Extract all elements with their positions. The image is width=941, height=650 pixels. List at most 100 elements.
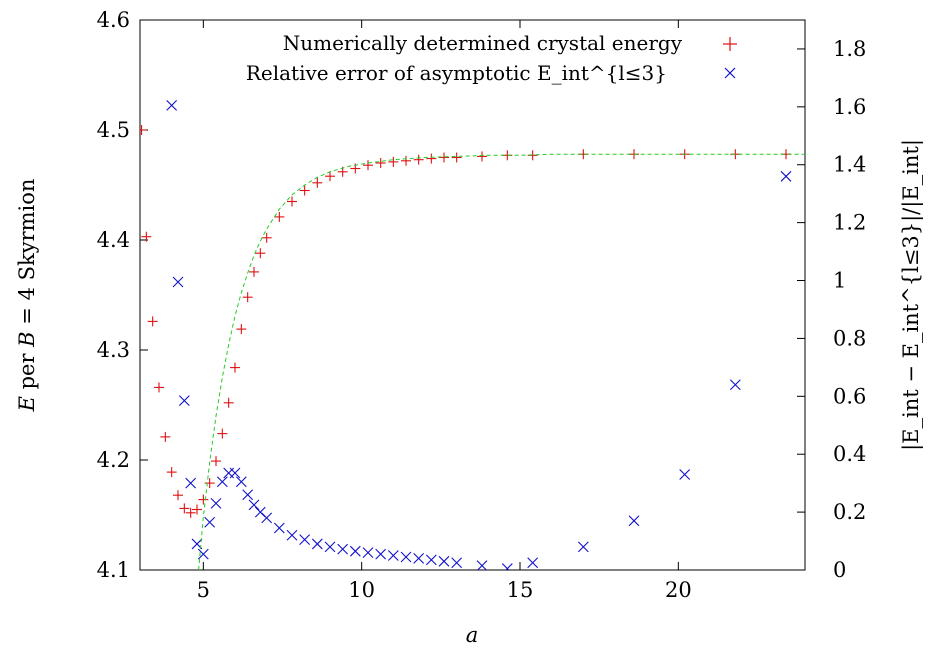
energy-point bbox=[439, 152, 449, 163]
y-axis-label-right: |E_int − E_int^{l≤3}|/|E_int| bbox=[899, 139, 924, 451]
y-left-label-tail: = 4 Skyrmion bbox=[15, 179, 39, 332]
energy-point bbox=[261, 232, 272, 243]
energy-point bbox=[249, 266, 259, 277]
error-point bbox=[349, 545, 361, 557]
legend: Numerically determined crystal energy Re… bbox=[246, 31, 737, 85]
error-point bbox=[577, 541, 589, 553]
energy-point bbox=[413, 154, 424, 165]
y-right-tick-label: 0.8 bbox=[833, 326, 866, 350]
error-point bbox=[729, 379, 741, 391]
error-point bbox=[311, 538, 323, 550]
y-left-tick-label: 4.3 bbox=[97, 338, 130, 362]
y-left-label-e: E bbox=[15, 396, 39, 412]
x-tick-label: 10 bbox=[348, 578, 375, 602]
energy-point bbox=[154, 382, 164, 393]
axis-ticks: 5 10 15 20 4.1 4.2 4.3 4.4 4.5 4.6 0 0.2 0.4 0.6 0.8 1 1… bbox=[97, 8, 867, 602]
plot-frame bbox=[139, 19, 806, 571]
error-point bbox=[273, 522, 285, 534]
energy-point bbox=[325, 171, 335, 182]
error-point bbox=[438, 555, 450, 567]
energy-point bbox=[363, 160, 373, 171]
y-right-tick-label: 1 bbox=[833, 269, 846, 293]
energy-point bbox=[236, 324, 247, 335]
energy-point bbox=[287, 196, 297, 207]
error-point bbox=[172, 276, 184, 288]
y-left-tick-label: 4.1 bbox=[97, 558, 130, 582]
error-point bbox=[413, 553, 425, 564]
error-point bbox=[229, 467, 241, 479]
y-left-tick-label: 4.4 bbox=[97, 228, 130, 252]
y-right-tick-label: 1.8 bbox=[833, 37, 866, 61]
error-point bbox=[501, 563, 513, 570]
error-point bbox=[324, 541, 336, 553]
legend-marker-relative-error bbox=[724, 67, 736, 79]
error-point bbox=[387, 550, 399, 561]
error-point bbox=[679, 469, 691, 480]
x-axis-label: a bbox=[466, 623, 479, 647]
energy-point bbox=[147, 316, 158, 327]
error-point bbox=[235, 476, 247, 488]
energy-point bbox=[192, 504, 202, 515]
energy-point bbox=[274, 211, 285, 222]
energy-point bbox=[426, 153, 437, 164]
error-point bbox=[166, 100, 178, 111]
energy-point bbox=[179, 503, 190, 514]
energy-point bbox=[141, 231, 152, 242]
energy-point bbox=[204, 478, 215, 489]
error-point bbox=[362, 547, 374, 559]
x-tick-label: 5 bbox=[197, 578, 210, 602]
y-right-tick-label: 1.2 bbox=[833, 211, 866, 235]
energy-point bbox=[255, 248, 266, 259]
error-point bbox=[178, 395, 190, 407]
y-right-tick-label: 1.4 bbox=[833, 153, 866, 177]
error-point bbox=[216, 476, 228, 488]
error-point bbox=[476, 560, 488, 570]
energy-point bbox=[140, 125, 147, 135]
energy-point bbox=[451, 152, 462, 163]
energy-point bbox=[160, 431, 171, 442]
energy-point bbox=[198, 494, 209, 505]
energy-point bbox=[217, 428, 228, 439]
y-left-label-per: per bbox=[15, 347, 39, 396]
legend-label-relative-error: Relative error of asymptotic E_int^{l≤3} bbox=[246, 61, 667, 85]
x-tick-label: 15 bbox=[507, 578, 534, 602]
error-point bbox=[210, 498, 222, 509]
x-tick-label: 20 bbox=[665, 578, 692, 602]
error-point bbox=[197, 548, 209, 560]
y-right-label-text: |E_int − E_int^{l≤3}|/|E_int| bbox=[899, 139, 924, 451]
y-right-tick-label: 0 bbox=[833, 558, 846, 582]
y-left-tick-label: 4.5 bbox=[97, 118, 130, 142]
energy-point bbox=[242, 292, 253, 303]
error-point bbox=[242, 489, 254, 501]
error-point bbox=[451, 557, 463, 569]
svg-text:E per B = 4 Skyrmion: E per B = 4 Skyrmion bbox=[15, 179, 39, 413]
y-axis-label-left: E per B = 4 Skyrmion bbox=[15, 179, 39, 413]
error-point bbox=[425, 554, 437, 566]
error-point bbox=[299, 534, 311, 545]
error-point bbox=[780, 170, 792, 182]
y-right-tick-label: 1.6 bbox=[833, 95, 866, 119]
energy-point bbox=[166, 467, 177, 478]
error-point bbox=[248, 499, 260, 511]
energy-point bbox=[401, 155, 411, 166]
error-point bbox=[204, 516, 216, 528]
y-left-tick-label: 4.6 bbox=[97, 8, 130, 32]
error-point bbox=[527, 557, 539, 569]
energy-point bbox=[185, 507, 196, 518]
y-right-tick-label: 0.4 bbox=[833, 442, 866, 466]
energy-point bbox=[211, 456, 221, 467]
energy-point bbox=[375, 158, 386, 168]
energy-point bbox=[477, 151, 487, 162]
error-point bbox=[337, 543, 349, 555]
energy-point bbox=[388, 156, 399, 167]
error-point bbox=[628, 515, 640, 527]
error-point bbox=[261, 512, 273, 524]
error-point bbox=[286, 529, 298, 541]
error-point bbox=[400, 551, 412, 563]
y-left-tick-label: 4.2 bbox=[97, 448, 130, 472]
fit-curve bbox=[198, 153, 805, 570]
error-point bbox=[375, 548, 387, 560]
energy-point bbox=[299, 185, 310, 196]
y-right-tick-label: 0.2 bbox=[833, 500, 866, 524]
